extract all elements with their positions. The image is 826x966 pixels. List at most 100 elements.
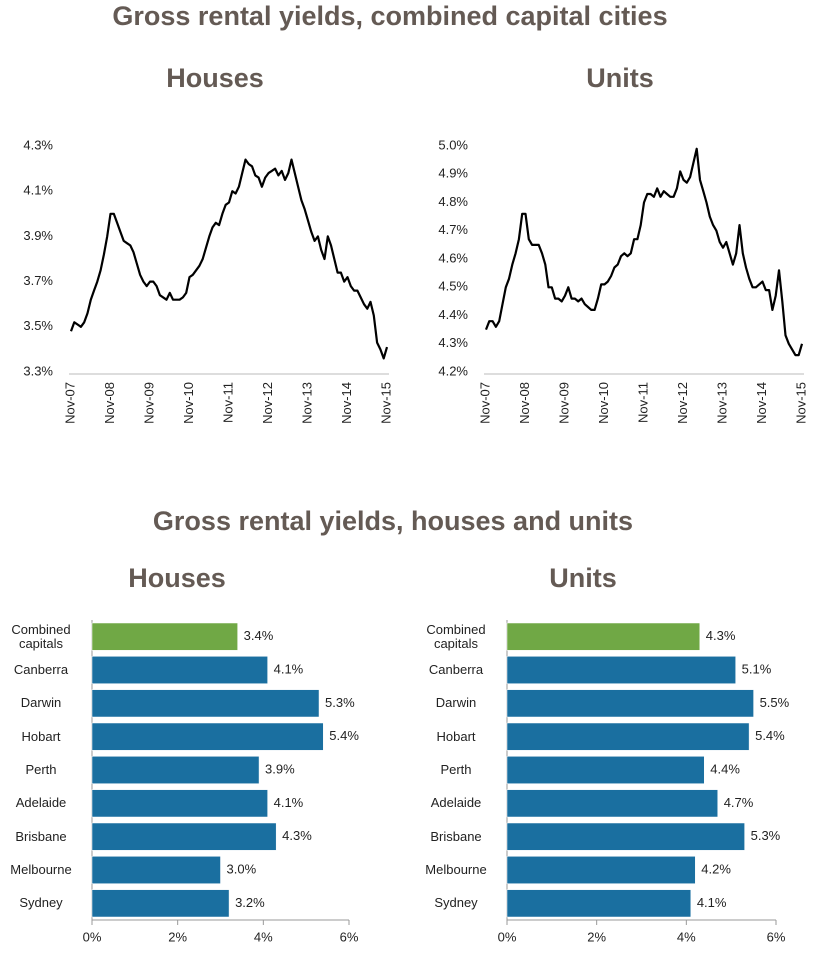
chart-title: Houses [166, 63, 264, 93]
category-label: Sydney [19, 895, 63, 911]
y-tick-label: 4.7% [438, 222, 468, 237]
x-tick-label: Nov-15 [378, 382, 393, 424]
x-tick-label: Nov-15 [793, 382, 808, 424]
category-label: Adelaide [15, 795, 67, 811]
x-tick-label: 2% [168, 929, 187, 944]
x-tick-label: 0% [498, 929, 517, 944]
y-tick-label: 4.6% [438, 250, 468, 265]
value-label: 5.5% [760, 695, 790, 710]
category-label: Brisbane [430, 828, 482, 844]
x-tick-label: Nov-09 [141, 382, 156, 424]
bar [506, 722, 750, 751]
category-label: Hobart [21, 728, 61, 744]
category-label: Brisbane [15, 828, 67, 844]
category-label: Melbourne [10, 862, 72, 877]
category-label: Melbourne [425, 862, 487, 877]
x-tick-label: 0% [83, 929, 102, 944]
section-heading: Gross rental yields, houses and units [153, 506, 633, 536]
value-label: 4.7% [724, 795, 754, 810]
x-tick-label: 6% [767, 929, 786, 944]
y-tick-label: 4.3% [438, 335, 468, 350]
value-label: 4.3% [282, 828, 312, 843]
category-label: Darwin [435, 695, 477, 711]
value-label: 3.2% [235, 895, 265, 910]
category-label: Combined capitals [426, 621, 486, 651]
chart-title: Units [586, 63, 654, 93]
bar [91, 622, 238, 651]
x-tick-label: 4% [254, 929, 273, 944]
x-tick-label: Nov-07 [477, 382, 492, 424]
y-tick-label: 4.2% [438, 363, 468, 378]
value-label: 5.1% [742, 661, 772, 676]
category-label: Perth [440, 762, 472, 777]
bar [506, 822, 745, 851]
bar [506, 789, 718, 818]
bar [91, 722, 324, 751]
y-tick-label: 4.3% [23, 137, 53, 152]
y-tick-label: 4.4% [438, 307, 468, 322]
x-tick-label: 6% [340, 929, 359, 944]
value-label: 4.1% [274, 661, 304, 676]
bar [91, 656, 268, 684]
y-tick-label: 4.1% [23, 183, 53, 198]
y-tick-label: 3.9% [23, 228, 53, 243]
category-label: Combined capitals [11, 621, 71, 651]
bar [506, 622, 701, 651]
x-tick-label: Nov-10 [596, 382, 611, 424]
y-tick-label: 4.8% [438, 194, 468, 209]
bar [506, 689, 754, 718]
category-label: Perth [25, 762, 57, 777]
x-tick-label: Nov-11 [635, 382, 650, 423]
value-label: 4.2% [701, 861, 731, 876]
value-label: 3.9% [265, 761, 295, 776]
category-label: Adelaide [430, 795, 482, 811]
line [484, 147, 804, 357]
y-tick-label: 4.9% [438, 166, 468, 181]
x-tick-label: Nov-13 [299, 382, 314, 424]
section-heading: Gross rental yields, combined capital ci… [112, 1, 667, 31]
bar [506, 856, 696, 884]
value-label: 5.4% [755, 728, 785, 743]
value-label: 5.4% [329, 728, 359, 743]
y-tick-label: 3.7% [23, 273, 53, 288]
x-tick-label: Nov-11 [220, 382, 235, 423]
x-tick-label: Nov-12 [260, 382, 275, 424]
bar [91, 889, 230, 918]
x-tick-label: Nov-13 [714, 382, 729, 424]
value-label: 3.0% [227, 861, 257, 876]
value-label: 5.3% [325, 695, 355, 710]
bar [91, 856, 221, 884]
y-tick-label: 5.0% [438, 137, 468, 152]
x-tick-label: Nov-08 [102, 382, 117, 424]
x-tick-label: Nov-12 [675, 382, 690, 424]
line [69, 158, 389, 360]
value-label: 4.3% [706, 628, 736, 643]
x-tick-label: Nov-08 [517, 382, 532, 424]
x-tick-label: Nov-14 [339, 382, 354, 424]
bar [91, 789, 268, 818]
value-label: 4.1% [274, 795, 304, 810]
y-tick-label: 3.5% [23, 318, 53, 333]
category-label: Sydney [434, 895, 478, 911]
bar [91, 756, 260, 784]
y-tick-label: 3.3% [23, 363, 53, 378]
x-tick-label: 2% [587, 929, 606, 944]
chart-title: Units [549, 563, 617, 593]
x-tick-label: 4% [677, 929, 696, 944]
x-tick-label: Nov-14 [754, 382, 769, 424]
value-label: 4.4% [710, 761, 740, 776]
value-label: 3.4% [244, 628, 274, 643]
bar [91, 822, 277, 851]
y-tick-label: 4.5% [438, 279, 468, 294]
category-label: Darwin [20, 695, 62, 711]
category-label: Canberra [13, 662, 69, 677]
bar [506, 656, 736, 684]
x-tick-label: Nov-07 [62, 382, 77, 424]
value-label: 5.3% [751, 828, 781, 843]
chart-title: Houses [128, 563, 226, 593]
x-tick-label: Nov-09 [556, 382, 571, 424]
category-label: Canberra [428, 662, 484, 677]
category-label: Hobart [436, 728, 476, 744]
